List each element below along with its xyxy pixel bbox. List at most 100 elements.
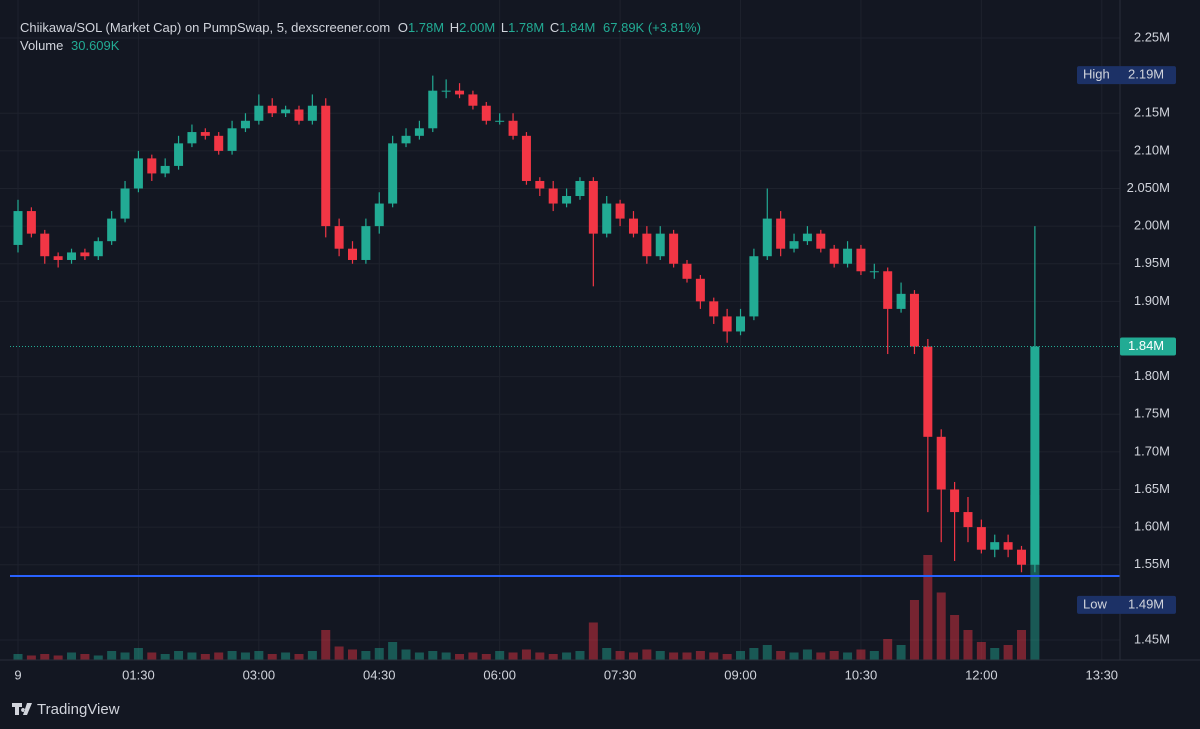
- volume-bar: [749, 648, 759, 660]
- marker-box: [1077, 595, 1176, 614]
- candle-body: [321, 105, 331, 227]
- volume-bar: [856, 649, 866, 660]
- volume-bar: [321, 630, 331, 660]
- candle-body: [883, 271, 893, 309]
- volume-bar: [267, 654, 277, 660]
- candle-body: [468, 94, 478, 106]
- candle-body: [562, 196, 572, 204]
- ohlc-key: H: [450, 20, 459, 35]
- ohlc-value: 1.84M: [559, 20, 595, 35]
- x-tick-label: 04:30: [363, 667, 396, 682]
- x-tick-label: 01:30: [122, 667, 155, 682]
- candle-body: [548, 188, 558, 204]
- candle-body: [762, 218, 772, 257]
- volume-value: 30.609K: [71, 38, 120, 53]
- candle-body: [428, 90, 438, 129]
- candle-body: [187, 132, 197, 144]
- candle-body: [455, 90, 465, 95]
- ohlc-key: O: [398, 20, 408, 35]
- candle-body: [26, 211, 36, 234]
- candle-body: [441, 90, 451, 92]
- candle-body: [174, 143, 184, 166]
- candle-body: [414, 128, 424, 136]
- y-tick-label: 1.90M: [1134, 293, 1170, 308]
- x-tick-label: 12:00: [965, 667, 998, 682]
- candle-body: [147, 158, 157, 174]
- volume-bar: [655, 651, 665, 660]
- brand-text: TradingView: [37, 701, 120, 718]
- volume-bar: [26, 655, 36, 660]
- marker-value: 2.19M: [1128, 67, 1164, 82]
- candle-body: [869, 271, 879, 273]
- volume-bar: [923, 555, 933, 660]
- volume-bar: [40, 654, 50, 660]
- y-tick-label: 1.80M: [1134, 368, 1170, 383]
- candle-body: [896, 293, 906, 309]
- candle-body: [133, 158, 143, 189]
- x-tick-label: 06:00: [483, 667, 516, 682]
- candle-body: [307, 105, 317, 121]
- candle-body: [240, 120, 250, 129]
- candle-body: [628, 218, 638, 234]
- candle-body: [950, 489, 960, 513]
- candle-body: [120, 188, 130, 219]
- volume-bar: [414, 652, 424, 660]
- volume-bar: [829, 651, 839, 660]
- candle-body: [200, 132, 210, 136]
- volume-bar: [455, 654, 465, 660]
- volume-bar: [722, 654, 732, 660]
- candle-body: [722, 316, 732, 332]
- volume-bar: [588, 622, 598, 660]
- candle-body: [990, 542, 1000, 550]
- y-tick-label: 1.70M: [1134, 443, 1170, 458]
- volume-bar: [816, 652, 826, 660]
- volume-bar: [869, 651, 879, 660]
- volume-bar: [602, 648, 612, 660]
- candle-body: [776, 218, 786, 249]
- volume-bar: [963, 630, 973, 660]
- candle-body: [655, 233, 665, 257]
- volume-bar: [80, 654, 90, 660]
- volume-bar: [615, 651, 625, 660]
- volume-bar: [468, 652, 478, 660]
- candle-body: [1017, 549, 1026, 565]
- candle-body: [227, 128, 237, 151]
- volume-bar: [642, 649, 652, 660]
- candle-body: [374, 203, 384, 227]
- volume-bar: [240, 652, 250, 660]
- volume-bar: [254, 651, 264, 660]
- x-tick-label: 03:00: [243, 667, 276, 682]
- marker-label: High: [1083, 67, 1110, 82]
- volume-label: Volume: [20, 38, 63, 53]
- volume-bar: [896, 645, 906, 660]
- volume-bar: [495, 651, 505, 660]
- y-tick-label: 2.25M: [1134, 29, 1170, 44]
- volume-bar: [441, 652, 451, 660]
- candle-body: [843, 248, 853, 264]
- candle-body: [13, 211, 23, 245]
- volume-bar: [682, 652, 692, 660]
- y-tick-label: 1.55M: [1134, 556, 1170, 571]
- volume-bar: [575, 651, 585, 660]
- candle-body: [963, 512, 973, 528]
- candle-body: [802, 233, 812, 242]
- candle-body: [736, 316, 746, 332]
- volume-bar: [1003, 645, 1013, 660]
- volume-bar: [361, 651, 371, 660]
- volume-bar: [562, 652, 572, 660]
- volume-bar: [93, 655, 103, 660]
- volume-bar: [776, 651, 786, 660]
- candle-body: [695, 278, 705, 302]
- volume-bar: [334, 646, 344, 660]
- volume-bar: [294, 654, 304, 660]
- volume-bar: [535, 652, 545, 660]
- volume-bar: [227, 651, 237, 660]
- volume-bar: [1017, 630, 1026, 660]
- volume-bar: [669, 652, 679, 660]
- brand-logo: [12, 703, 32, 715]
- price-box: [1120, 337, 1176, 356]
- ohlc-value: 1.78M: [408, 20, 444, 35]
- candle-body: [682, 263, 692, 279]
